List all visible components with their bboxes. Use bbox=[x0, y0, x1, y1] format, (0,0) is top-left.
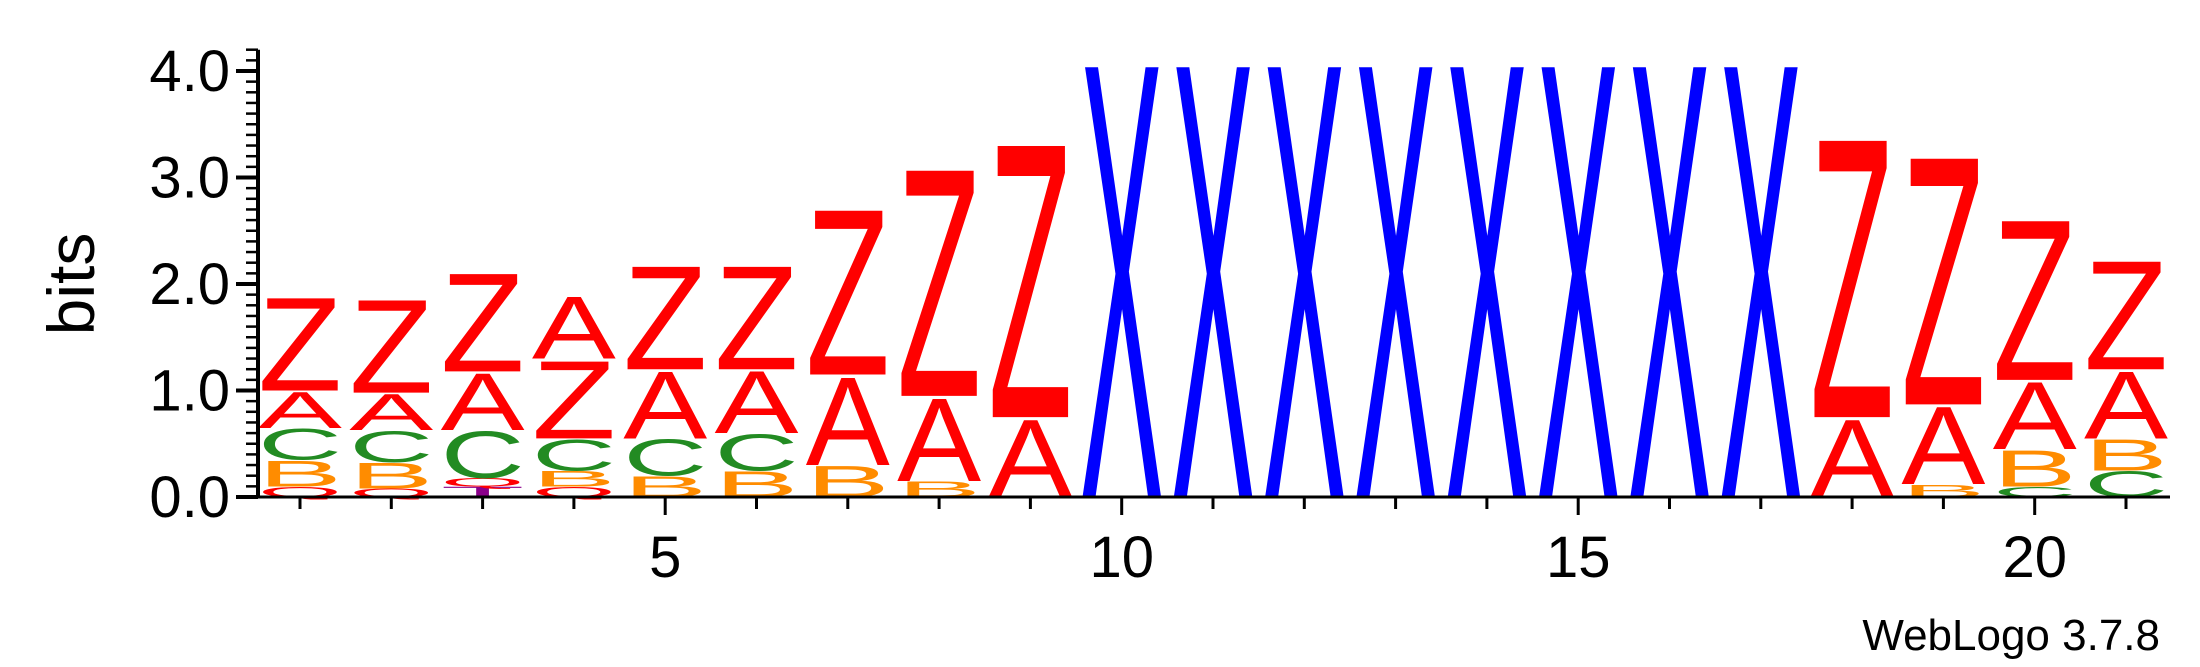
logo-glyph-z: Z bbox=[1901, 82, 1985, 481]
logo-glyph-a: A bbox=[258, 381, 343, 439]
logo-glyph-x: X bbox=[1628, 0, 1712, 630]
logo-glyph-c: C bbox=[532, 430, 616, 480]
logo-glyph-x: X bbox=[1536, 0, 1620, 630]
logo-glyph-x: X bbox=[1080, 0, 1164, 630]
weblogo-footer: WebLogo 3.7.8 bbox=[1862, 611, 2160, 660]
logo-glyph-b: B bbox=[349, 455, 433, 497]
logo-glyph-z: Z bbox=[1993, 172, 2077, 429]
logo-glyph-z: Z bbox=[988, 61, 1072, 502]
logo-glyph-a: A bbox=[806, 351, 890, 492]
logo-glyph-c: C bbox=[441, 418, 525, 493]
logo-glyph-a: A bbox=[349, 383, 434, 441]
logo-glyph-c: C bbox=[258, 419, 342, 469]
logo-glyph-a: A bbox=[1901, 384, 1986, 509]
y-tick-label: 2.0 bbox=[149, 252, 230, 317]
y-tick-label: 0.0 bbox=[149, 465, 230, 530]
logo-glyph-z: Z bbox=[258, 269, 342, 419]
logo-glyph-z: Z bbox=[806, 160, 890, 426]
logo-glyph-a: A bbox=[715, 353, 799, 453]
x-tick-label: 15 bbox=[1546, 525, 1611, 590]
logo-glyph-a: A bbox=[441, 356, 525, 448]
logo-glyph-c: C bbox=[715, 424, 799, 482]
logo-glyph-b: B bbox=[2084, 430, 2168, 480]
logo-glyph-z: Z bbox=[441, 244, 525, 402]
axis-layer: 0.0 1.0 2.0 3.0 4.0 5 10 15 20 bbox=[149, 39, 2170, 590]
logo-glyph-z: Z bbox=[897, 101, 981, 466]
logo-glyph-z: Z bbox=[2084, 229, 2168, 403]
logo-glyph-a: A bbox=[532, 278, 616, 378]
x-tick-layer: 5 10 15 20 bbox=[298, 497, 2128, 590]
logo-glyph-z: Z bbox=[1810, 53, 1894, 503]
logo-glyph-a: A bbox=[1993, 361, 2077, 470]
x-tick-label: 20 bbox=[2002, 525, 2067, 590]
y-tick-label: 3.0 bbox=[149, 146, 230, 211]
x-tick-label: 10 bbox=[1089, 525, 1154, 590]
y-tick-label: 1.0 bbox=[149, 359, 230, 424]
logo-glyph-z: Z bbox=[715, 235, 799, 401]
logo-glyph-b: B bbox=[1993, 440, 2077, 498]
logo-glyph-x: X bbox=[1354, 0, 1438, 630]
logo-glyph-c: C bbox=[623, 429, 707, 487]
logo-glyph-z: Z bbox=[349, 271, 433, 421]
logo-glyph-b: B bbox=[258, 453, 342, 495]
logo-glyph-a: A bbox=[623, 351, 707, 460]
y-tick-label: 4.0 bbox=[149, 39, 230, 104]
logo-glyph-a: A bbox=[897, 373, 981, 506]
logo-glyph-z: Z bbox=[623, 235, 707, 401]
logo-glyph-x: X bbox=[1262, 0, 1346, 630]
logo-glyph-x: X bbox=[1445, 0, 1529, 630]
logo-glyph-x: X bbox=[1719, 0, 1803, 630]
logo-glyph-a: A bbox=[2084, 351, 2168, 460]
logo-glyph-q: Q bbox=[441, 476, 525, 489]
y-axis-label: bits bbox=[34, 233, 108, 336]
logo-glyph-x: X bbox=[1171, 0, 1255, 630]
logo-glyph-c: C bbox=[349, 421, 433, 471]
x-tick-label: 5 bbox=[649, 525, 681, 590]
logo-glyph-b: B bbox=[532, 466, 616, 491]
y-tick-layer: 0.0 1.0 2.0 3.0 4.0 bbox=[149, 39, 258, 530]
logo-glyph-z: Z bbox=[532, 338, 616, 463]
